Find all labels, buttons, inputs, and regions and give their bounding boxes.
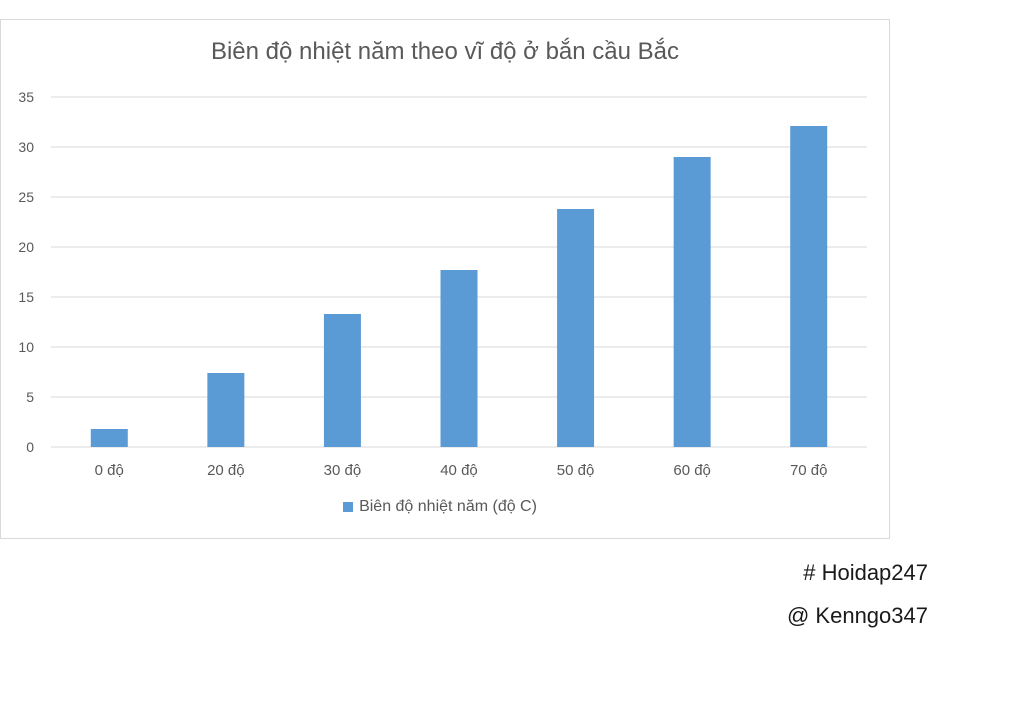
y-tick-label: 25 bbox=[18, 189, 34, 205]
chart-legend: Biên độ nhiệt năm (độ C) bbox=[1, 498, 889, 516]
x-tick-label: 40 độ bbox=[440, 462, 478, 479]
y-tick-label: 15 bbox=[18, 289, 34, 305]
bar bbox=[90, 429, 128, 447]
bar bbox=[673, 157, 711, 447]
chart-title: Biên độ nhiệt năm theo vĩ độ ở bắn cầu B… bbox=[210, 38, 680, 65]
legend-swatch bbox=[343, 502, 354, 512]
x-tick-label: 30 độ bbox=[324, 462, 362, 479]
y-tick-label: 5 bbox=[26, 389, 34, 405]
bar bbox=[323, 314, 361, 447]
y-tick-label: 20 bbox=[18, 239, 34, 255]
x-tick-label: 60 độ bbox=[673, 462, 711, 479]
x-tick-label: 50 độ bbox=[557, 462, 595, 479]
chart-container: Biên độ nhiệt năm theo vĩ độ ở bắn cầu B… bbox=[0, 19, 890, 539]
bar-chart: 0 5 10 15 20 25 30 35 0 độ 20 độ 30 độ 40 độ 50 độ 60… bbox=[18, 89, 867, 479]
y-tick-label: 30 bbox=[18, 139, 34, 155]
x-tick-label: 70 độ bbox=[790, 462, 828, 479]
bar bbox=[557, 209, 595, 447]
bar bbox=[790, 126, 828, 447]
legend-label: Biên độ nhiệt năm (độ C) bbox=[359, 498, 537, 515]
y-tick-label: 35 bbox=[18, 89, 34, 105]
x-tick-label: 0 độ bbox=[95, 462, 124, 479]
x-tick-label: 20 độ bbox=[207, 462, 245, 479]
y-tick-label: 10 bbox=[18, 339, 34, 355]
author-handle: @ Kenngo347 bbox=[786, 603, 928, 628]
y-tick-label: 0 bbox=[26, 439, 34, 455]
bar bbox=[440, 270, 478, 447]
hashtag-text: # Hoidap247 bbox=[803, 560, 928, 585]
bar bbox=[207, 373, 245, 447]
